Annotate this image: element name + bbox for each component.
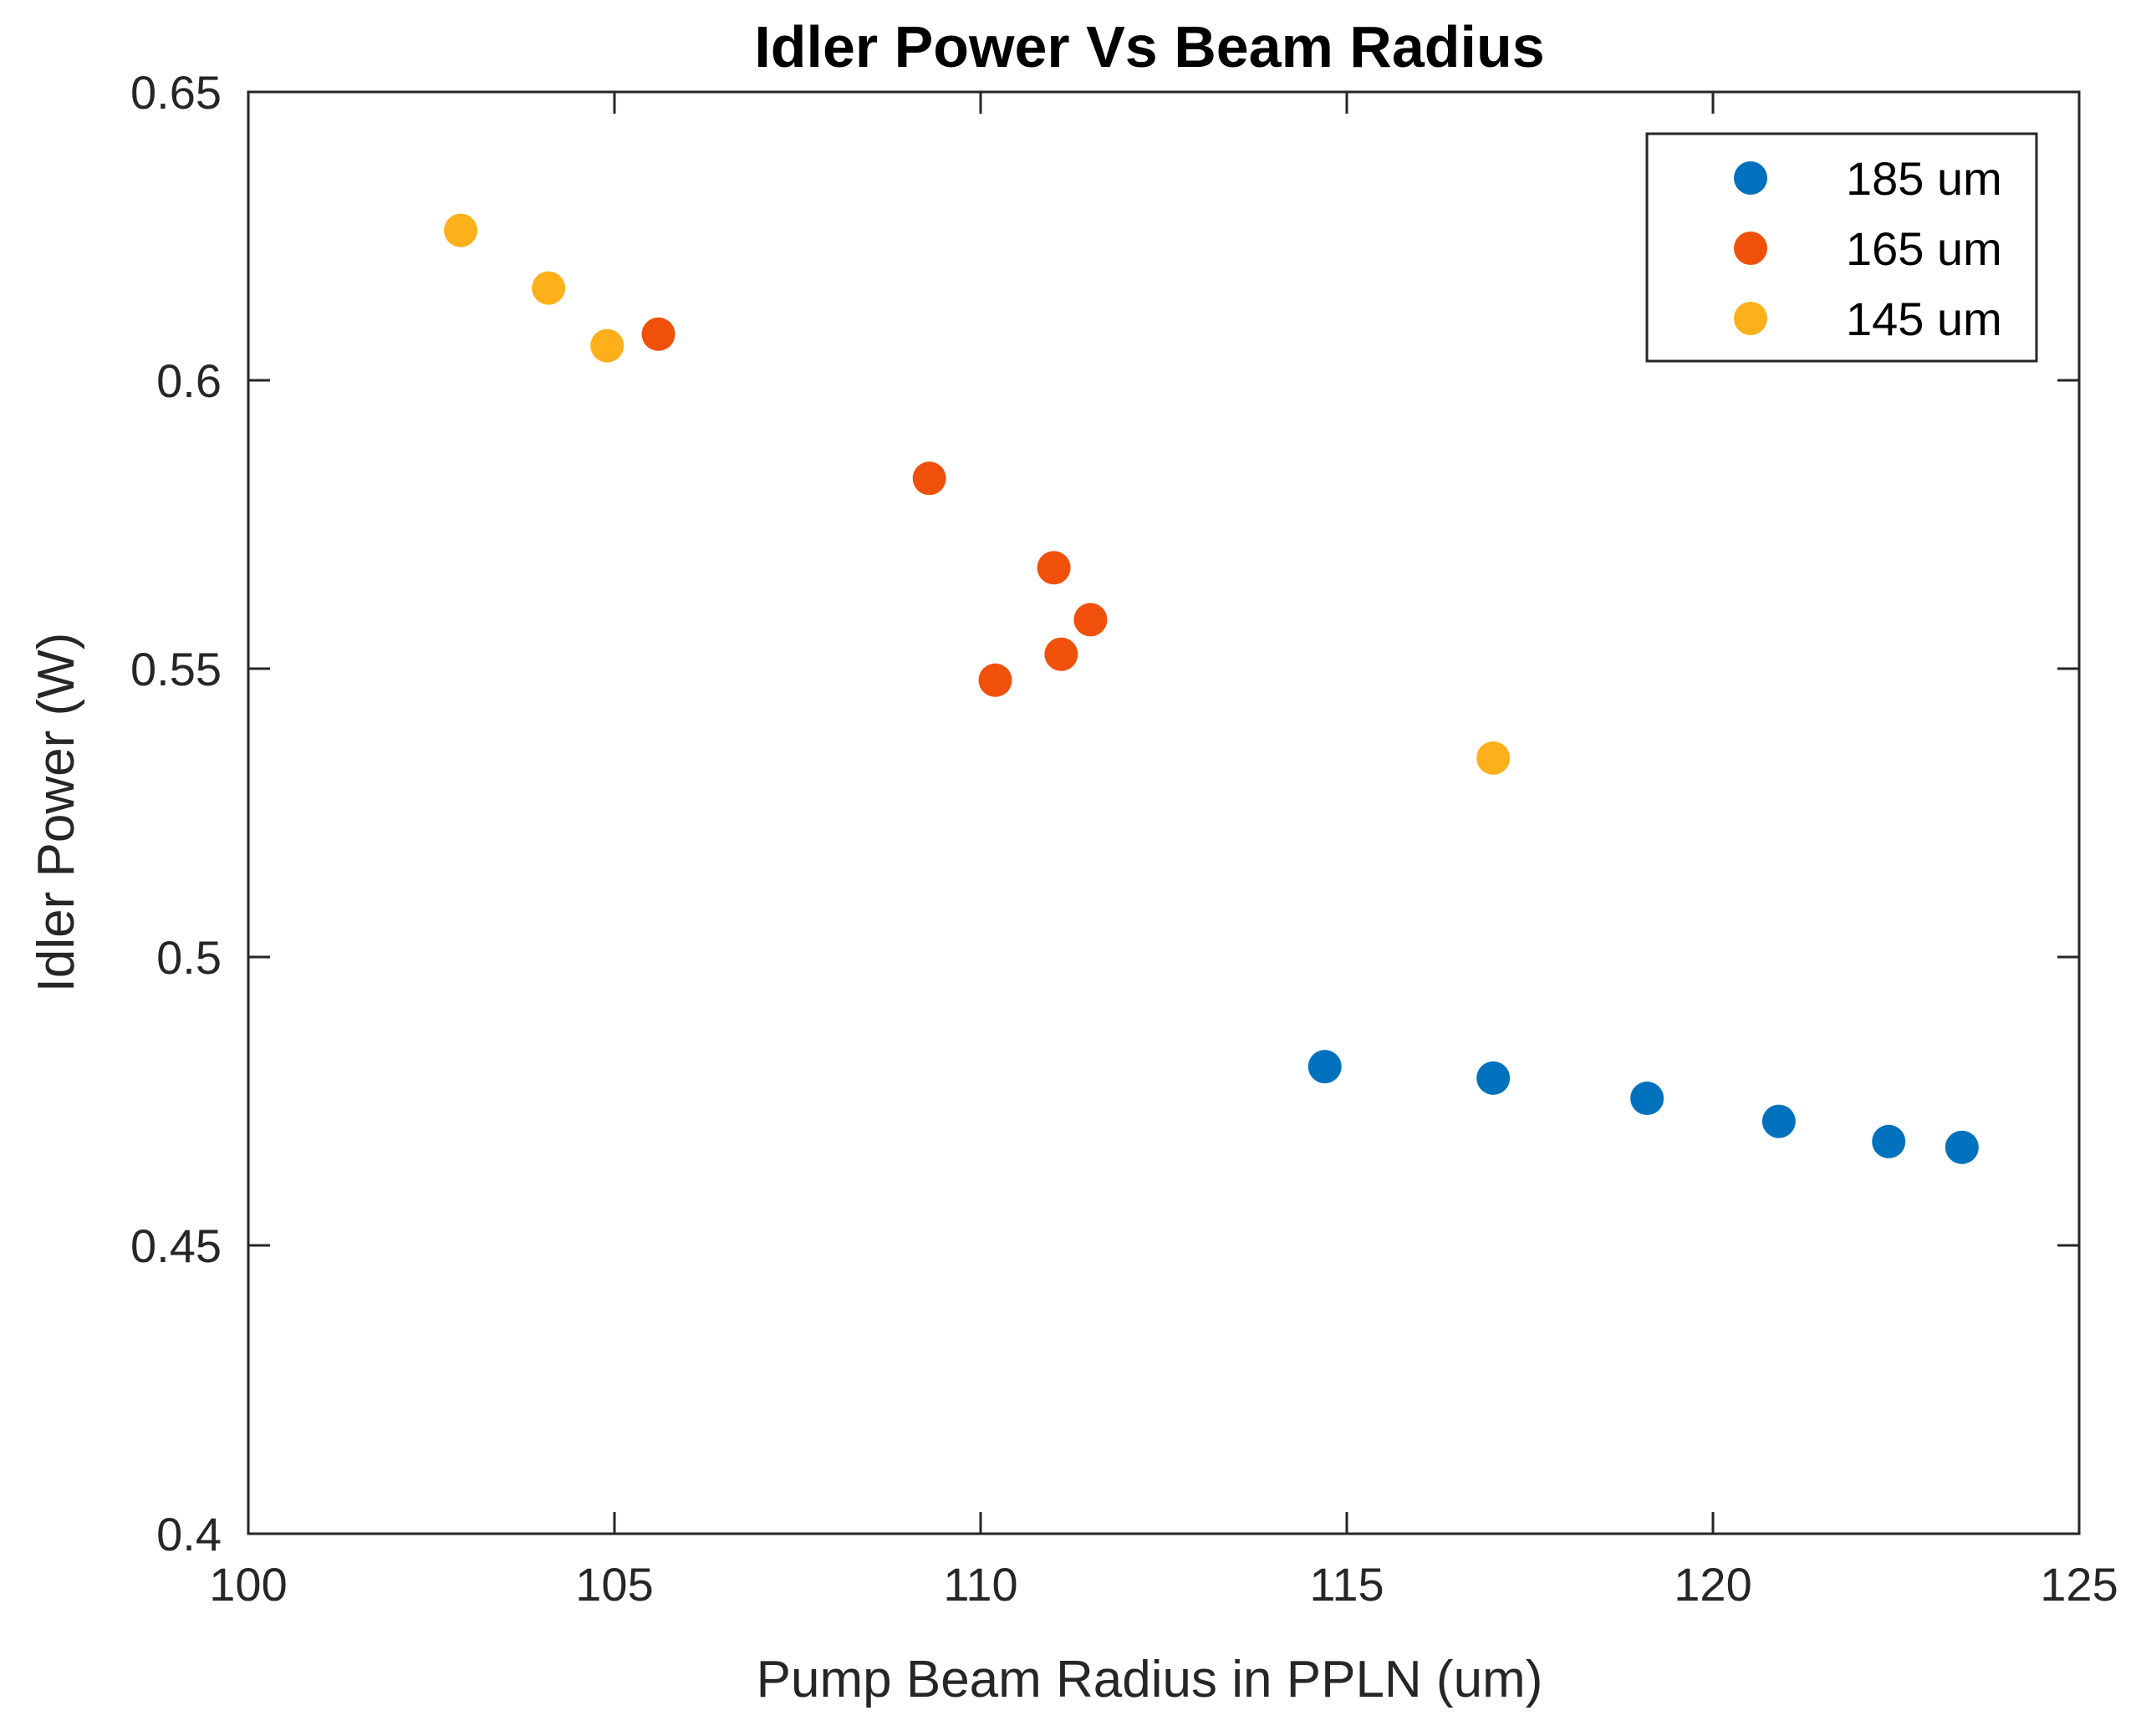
- data-point-185um: [1872, 1124, 1906, 1158]
- x-axis-label: Pump Beam Radius in PPLN (um): [757, 1651, 1543, 1708]
- x-tick-label: 125: [2040, 1558, 2118, 1611]
- x-tick-label: 100: [209, 1558, 287, 1611]
- x-tick-label: 105: [575, 1558, 653, 1611]
- y-tick-label: 0.65: [130, 66, 222, 119]
- legend-box: [1645, 132, 2038, 363]
- data-point-165um: [1073, 603, 1108, 637]
- legend-marker-185um: [1734, 161, 1767, 195]
- data-point-165um: [1037, 551, 1071, 585]
- data-point-165um: [978, 663, 1012, 697]
- y-tick-label: 0.6: [156, 354, 222, 407]
- axis-ticks: 100 105 110 115 120 125 0.4 0.45 0.5 0.55 0.6 0.65: [130, 66, 2118, 1611]
- y-tick-label: 0.4: [156, 1508, 222, 1560]
- legend-marker-145um: [1734, 302, 1767, 335]
- x-tick-label: 110: [943, 1558, 1017, 1611]
- legend-label-185um: 185 um: [1846, 152, 2002, 205]
- data-point-185um: [1945, 1130, 1979, 1164]
- y-tick-label: 0.5: [156, 931, 222, 984]
- x-tick-label: 115: [1309, 1558, 1384, 1611]
- data-point-145um: [444, 213, 478, 247]
- data-point-165um: [641, 317, 675, 351]
- chart-title: Idler Power Vs Beam Radius: [754, 14, 1544, 79]
- data-points: [444, 213, 1979, 1164]
- y-tick-label: 0.45: [130, 1219, 222, 1272]
- legend-label-165um: 165 um: [1846, 222, 2002, 275]
- data-point-185um: [1630, 1082, 1664, 1116]
- x-tick-label: 120: [1674, 1558, 1751, 1611]
- data-point-145um: [532, 271, 566, 305]
- data-point-145um: [1476, 741, 1511, 775]
- data-point-165um: [1044, 637, 1078, 671]
- legend: 185 um 165 um 145 um: [1645, 132, 2038, 363]
- data-point-185um: [1476, 1061, 1511, 1095]
- data-point-165um: [912, 461, 946, 496]
- y-tick-label: 0.55: [130, 643, 222, 695]
- legend-label-145um: 145 um: [1846, 293, 2002, 345]
- data-point-145um: [590, 328, 624, 363]
- data-point-185um: [1307, 1050, 1342, 1084]
- y-axis-label: Idler Power (W): [28, 633, 85, 993]
- legend-marker-165um: [1734, 232, 1767, 265]
- data-point-185um: [1761, 1104, 1796, 1138]
